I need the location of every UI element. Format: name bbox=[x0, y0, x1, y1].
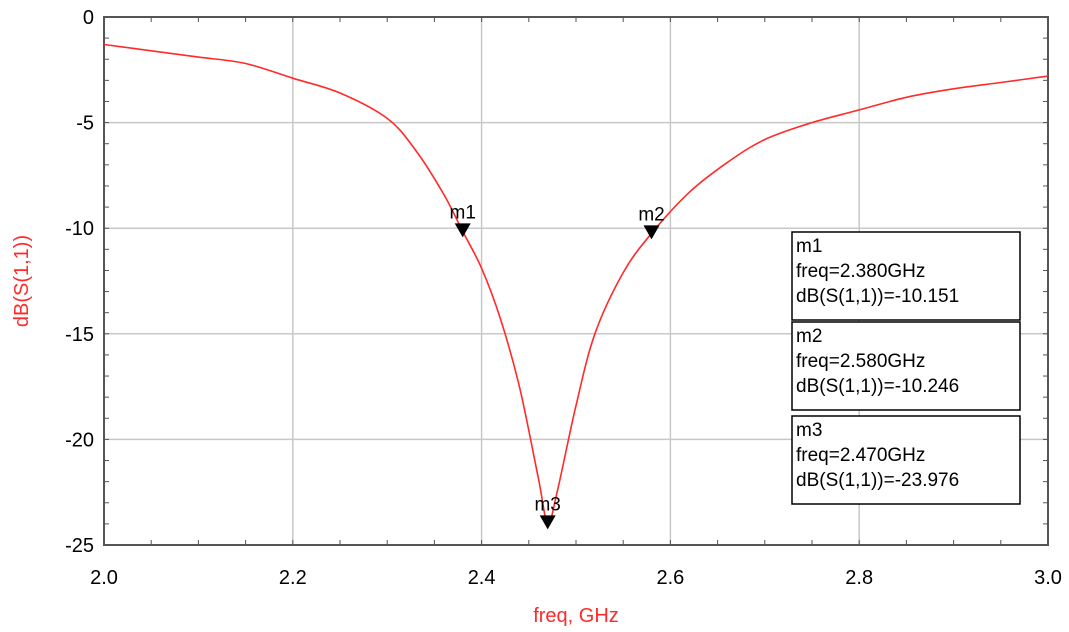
m2-marker bbox=[643, 225, 660, 240]
m2-readout-line: freq=2.580GHz bbox=[796, 351, 925, 372]
y-tick-label: -15 bbox=[65, 324, 94, 346]
m2-marker-label: m2 bbox=[638, 204, 664, 225]
grid bbox=[104, 17, 1048, 545]
x-tick-label: 2.0 bbox=[90, 567, 118, 589]
y-tick-labels: 0 -5 -10 -15 -20 -25 bbox=[65, 7, 94, 557]
m3-marker bbox=[539, 515, 556, 530]
y-axis-title: dB(S(1,1)) bbox=[11, 235, 33, 327]
m3-readout-box bbox=[791, 415, 1021, 505]
m3-readout-line: dB(S(1,1))=-23.976 bbox=[796, 470, 959, 491]
m2-readout-line: dB(S(1,1))=-10.246 bbox=[796, 376, 959, 397]
m2-readout-line: m2 bbox=[796, 326, 822, 347]
y-tick-label: 0 bbox=[83, 7, 94, 29]
x-tick-label: 2.4 bbox=[468, 567, 496, 589]
y-tick-label: -25 bbox=[65, 535, 94, 557]
x-tick-label: 2.6 bbox=[656, 567, 684, 589]
marker-readout-boxes: m1 freq=2.380GHz dB(S(1,1))=-10.151 m2 freq=… bbox=[791, 231, 1021, 505]
y-tick-label: -20 bbox=[65, 429, 94, 451]
x-tick-label: 3.0 bbox=[1034, 567, 1062, 589]
m2-readout-box bbox=[791, 321, 1021, 411]
m1-readout-line: dB(S(1,1))=-10.151 bbox=[796, 286, 959, 307]
m1-readout-line: m1 bbox=[796, 236, 822, 257]
m1-marker-label: m1 bbox=[450, 202, 476, 223]
m3-marker-label: m3 bbox=[534, 494, 560, 515]
m3-readout-line: m3 bbox=[796, 420, 822, 441]
m1-marker bbox=[454, 223, 471, 238]
x-axis-title: freq, GHz bbox=[533, 605, 619, 627]
m3-readout-line: freq=2.470GHz bbox=[796, 445, 925, 466]
y-tick-label: -5 bbox=[76, 113, 94, 135]
x-tick-label: 2.2 bbox=[279, 567, 307, 589]
m1-readout-box bbox=[791, 231, 1021, 321]
x-tick-label: 2.8 bbox=[845, 567, 873, 589]
minor-ticks bbox=[103, 16, 1049, 546]
m1-readout-line: freq=2.380GHz bbox=[796, 261, 925, 282]
x-tick-labels: 2.0 2.2 2.4 2.6 2.8 3.0 bbox=[90, 567, 1062, 589]
markers: m1 m2 m3 bbox=[450, 202, 665, 530]
y-tick-label: -10 bbox=[65, 218, 94, 240]
